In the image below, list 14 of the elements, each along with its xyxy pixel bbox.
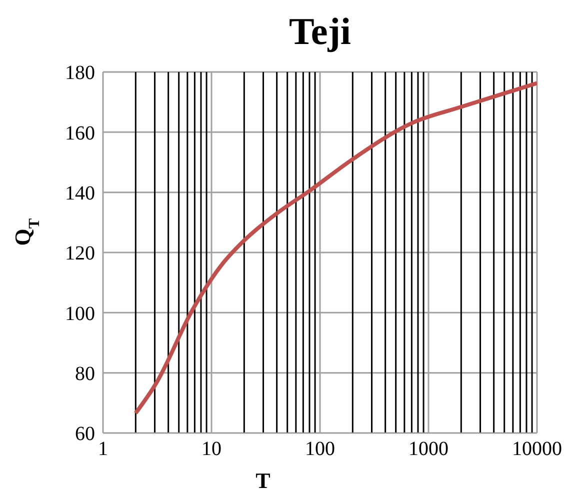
y-tick-label: 120 [65,242,95,265]
x-tick-label: 1 [98,438,108,460]
x-axis-title: T [256,468,271,493]
x-tick-label: 1000 [408,438,448,460]
y-tick-label: 100 [65,302,95,325]
x-tick-label: 10000 [512,438,562,460]
y-tick-label: 80 [75,362,95,385]
y-tick-label: 140 [65,182,95,204]
y-tick-label: 180 [65,62,95,84]
x-tick-label: 10 [202,438,222,460]
x-tick-label: 100 [305,438,335,460]
y-tick-label: 160 [65,122,95,144]
y-tick-label: 60 [75,423,95,446]
chart-title: Teji [289,11,351,53]
